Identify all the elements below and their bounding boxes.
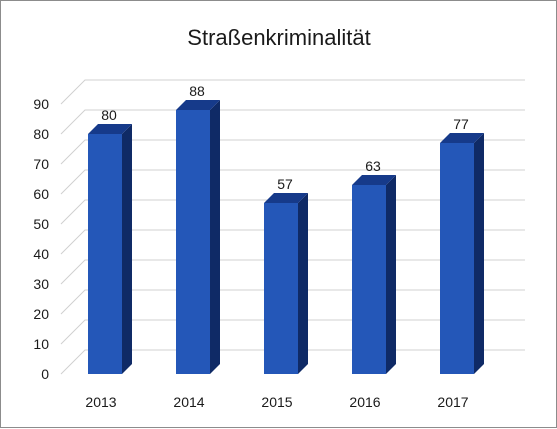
bar-side	[122, 124, 132, 374]
x-tick-label: 2015	[261, 394, 292, 410]
grid-lines	[60, 79, 525, 375]
bars: 80 88 57 63 77	[88, 83, 484, 374]
y-tick-label: 50	[33, 216, 49, 232]
bar-2016: 63	[352, 158, 396, 374]
data-label: 80	[101, 107, 117, 123]
y-tick-label: 80	[33, 126, 49, 142]
data-label: 63	[365, 158, 381, 174]
chart-title: Straßenkriminalität	[187, 25, 370, 50]
x-tick-label: 2016	[349, 394, 380, 410]
y-axis: 0 10 20 30 40 50 60 70 80 90	[33, 96, 49, 382]
bar-front	[88, 134, 122, 374]
x-tick-label: 2017	[437, 394, 468, 410]
bar-front	[264, 203, 298, 374]
bar-top	[352, 175, 396, 185]
grid-line	[60, 79, 525, 105]
y-tick-label: 30	[33, 276, 49, 292]
bar-side	[210, 100, 220, 374]
grid-line	[60, 169, 525, 195]
bar-2014: 88	[176, 83, 220, 374]
grid-line	[60, 109, 525, 135]
y-tick-label: 90	[33, 96, 49, 112]
bar-2017: 77	[440, 116, 484, 374]
bar-side	[298, 193, 308, 374]
data-label: 88	[189, 83, 205, 99]
bar-top	[440, 133, 484, 143]
y-tick-label: 40	[33, 246, 49, 262]
bar-top	[264, 193, 308, 203]
x-tick-label: 2013	[85, 394, 116, 410]
bar-2013: 80	[88, 107, 132, 374]
y-tick-label: 60	[33, 186, 49, 202]
bar-front	[352, 185, 386, 374]
bar-top	[176, 100, 220, 110]
y-tick-label: 10	[33, 336, 49, 352]
x-tick-label: 2014	[173, 394, 204, 410]
y-tick-label: 0	[41, 366, 49, 382]
data-label: 77	[453, 116, 469, 132]
bar-front	[176, 110, 210, 374]
bar-2015: 57	[264, 176, 308, 374]
bar-side	[474, 133, 484, 374]
data-label: 57	[277, 176, 293, 192]
y-tick-label: 70	[33, 156, 49, 172]
bar-top	[88, 124, 132, 134]
bar-front	[440, 143, 474, 374]
grid-line	[60, 139, 525, 165]
y-tick-label: 20	[33, 306, 49, 322]
bar-side	[386, 175, 396, 374]
x-axis: 2013 2014 2015 2016 2017	[85, 394, 468, 410]
